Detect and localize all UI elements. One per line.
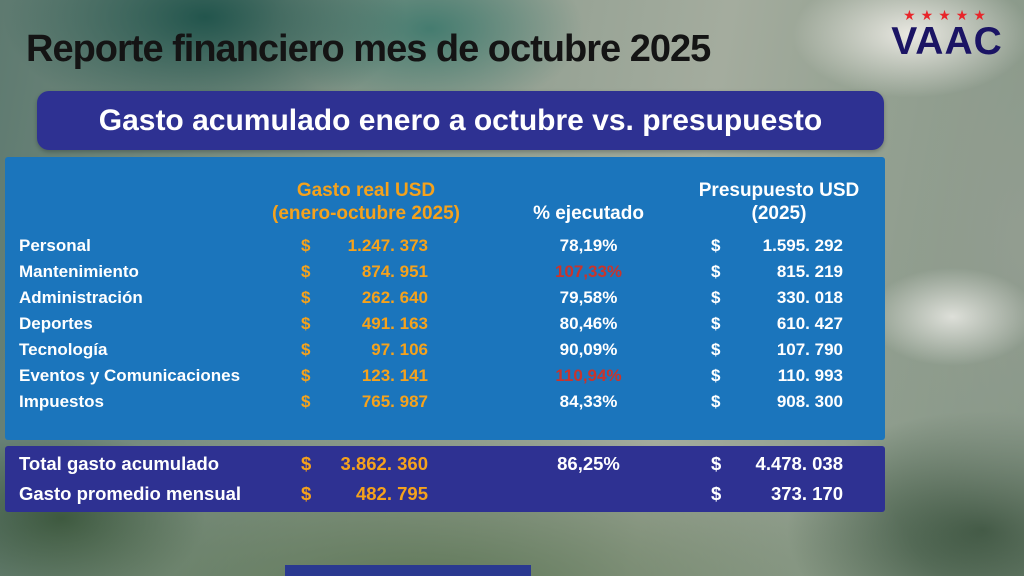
amount-value: 373. 170 <box>770 483 843 504</box>
bottom-accent-bar <box>285 565 531 576</box>
table-row: Mantenimiento $ 874. 951 107,33% $ 815. … <box>5 259 885 285</box>
amount-value: 3.862. 360 <box>340 453 428 474</box>
currency-symbol: $ <box>301 262 311 281</box>
vaac-logo: ★★★★★ VAAC <box>880 8 1014 63</box>
table-row: Deportes $ 491. 163 80,46% $ 610. 427 <box>5 311 885 337</box>
row-budget-cell: $ 908. 300 <box>695 392 863 412</box>
row-real-cell: $ 123. 141 <box>290 366 442 386</box>
row-budget-cell: $ 1.595. 292 <box>695 236 863 256</box>
amount-value: 107. 790 <box>776 340 843 359</box>
amount-value: 4.478. 038 <box>755 453 843 474</box>
section-title: Gasto acumulado enero a octubre vs. pres… <box>98 103 823 137</box>
table-row: Eventos y Comunicaciones $ 123. 141 110,… <box>5 363 885 389</box>
currency-symbol: $ <box>301 314 311 333</box>
totals-real-cell: $ 482. 795 <box>290 483 442 505</box>
expense-table: Gasto real USD (enero-octubre 2025) % ej… <box>5 157 885 440</box>
amount-value: 908. 300 <box>776 392 843 411</box>
currency-symbol: $ <box>711 236 721 255</box>
column-header-real: Gasto real USD (enero-octubre 2025) <box>272 180 460 224</box>
currency-symbol: $ <box>301 366 311 385</box>
row-label: Mantenimiento <box>19 262 139 281</box>
currency-symbol: $ <box>301 483 312 504</box>
table-row: Administración $ 262. 640 79,58% $ 330. … <box>5 285 885 311</box>
row-real-cell: $ 874. 951 <box>290 262 442 282</box>
totals-panel: Total gasto acumulado $ 3.862. 360 86,25… <box>5 446 885 512</box>
row-label: Personal <box>19 236 91 255</box>
table-header-row: Gasto real USD (enero-octubre 2025) % ej… <box>5 161 885 225</box>
row-pct-cell: 107,33% <box>554 262 623 281</box>
amount-value: 874. 951 <box>361 262 428 281</box>
table-row: Impuestos $ 765. 987 84,33% $ 908. 300 <box>5 389 885 415</box>
amount-value: 97. 106 <box>371 340 428 359</box>
totals-label: Gasto promedio mensual <box>19 483 242 504</box>
currency-symbol: $ <box>711 262 721 281</box>
row-real-cell: $ 765. 987 <box>290 392 442 412</box>
amount-value: 482. 795 <box>355 483 428 504</box>
amount-value: 123. 141 <box>361 366 428 385</box>
logo-stars-icon: ★★★★★ <box>903 7 991 23</box>
currency-symbol: $ <box>711 366 721 385</box>
row-label: Tecnología <box>19 340 108 359</box>
amount-value: 765. 987 <box>361 392 428 411</box>
row-pct-cell: 110,94% <box>555 366 622 385</box>
row-budget-cell: $ 815. 219 <box>695 262 863 282</box>
amount-value: 491. 163 <box>361 314 428 333</box>
amount-value: 1.247. 373 <box>347 236 428 255</box>
row-real-cell: $ 1.247. 373 <box>290 236 442 256</box>
table-row: Tecnología $ 97. 106 90,09% $ 107. 790 <box>5 337 885 363</box>
row-label: Administración <box>19 288 143 307</box>
currency-symbol: $ <box>711 453 722 474</box>
row-pct-cell: 90,09% <box>559 340 618 359</box>
row-real-cell: $ 262. 640 <box>290 288 442 308</box>
currency-symbol: $ <box>711 483 722 504</box>
amount-value: 1.595. 292 <box>762 236 843 255</box>
amount-value: 815. 219 <box>776 262 843 281</box>
table-body: Personal $ 1.247. 373 78,19% $ 1.595. 29… <box>5 233 885 415</box>
row-label: Deportes <box>19 314 93 333</box>
row-budget-cell: $ 610. 427 <box>695 314 863 334</box>
column-header-budget: Presupuesto USD (2025) <box>698 180 860 224</box>
column-header-pct: % ejecutado <box>533 202 644 224</box>
currency-symbol: $ <box>301 236 311 255</box>
logo-text: VAAC <box>891 20 1003 63</box>
currency-symbol: $ <box>711 392 721 411</box>
row-pct-cell: 80,46% <box>559 314 618 333</box>
totals-pct-cell: 86,25% <box>557 453 620 474</box>
totals-row: Total gasto acumulado $ 3.862. 360 86,25… <box>5 449 885 479</box>
currency-symbol: $ <box>711 288 721 307</box>
amount-value: 330. 018 <box>776 288 843 307</box>
totals-budget-cell: $ 4.478. 038 <box>695 453 863 475</box>
table-row: Personal $ 1.247. 373 78,19% $ 1.595. 29… <box>5 233 885 259</box>
row-budget-cell: $ 110. 993 <box>695 366 863 386</box>
currency-symbol: $ <box>711 340 721 359</box>
totals-label: Total gasto acumulado <box>19 453 220 474</box>
row-label: Eventos y Comunicaciones <box>19 366 241 385</box>
currency-symbol: $ <box>301 340 311 359</box>
totals-row: Gasto promedio mensual $ 482. 795 $ 373.… <box>5 479 885 509</box>
row-real-cell: $ 97. 106 <box>290 340 442 360</box>
section-title-banner: Gasto acumulado enero a octubre vs. pres… <box>37 91 884 150</box>
row-pct-cell: 78,19% <box>559 236 618 255</box>
currency-symbol: $ <box>301 288 311 307</box>
row-budget-cell: $ 330. 018 <box>695 288 863 308</box>
row-real-cell: $ 491. 163 <box>290 314 442 334</box>
amount-value: 110. 993 <box>777 366 843 385</box>
currency-symbol: $ <box>711 314 721 333</box>
totals-real-cell: $ 3.862. 360 <box>290 453 442 475</box>
amount-value: 262. 640 <box>361 288 428 307</box>
row-pct-cell: 79,58% <box>559 288 618 307</box>
currency-symbol: $ <box>301 392 311 411</box>
row-pct-cell: 84,33% <box>559 392 618 411</box>
totals-budget-cell: $ 373. 170 <box>695 483 863 505</box>
page-title: Reporte financiero mes de octubre 2025 <box>26 28 711 70</box>
currency-symbol: $ <box>301 453 312 474</box>
amount-value: 610. 427 <box>776 314 843 333</box>
row-label: Impuestos <box>19 392 105 411</box>
row-budget-cell: $ 107. 790 <box>695 340 863 360</box>
